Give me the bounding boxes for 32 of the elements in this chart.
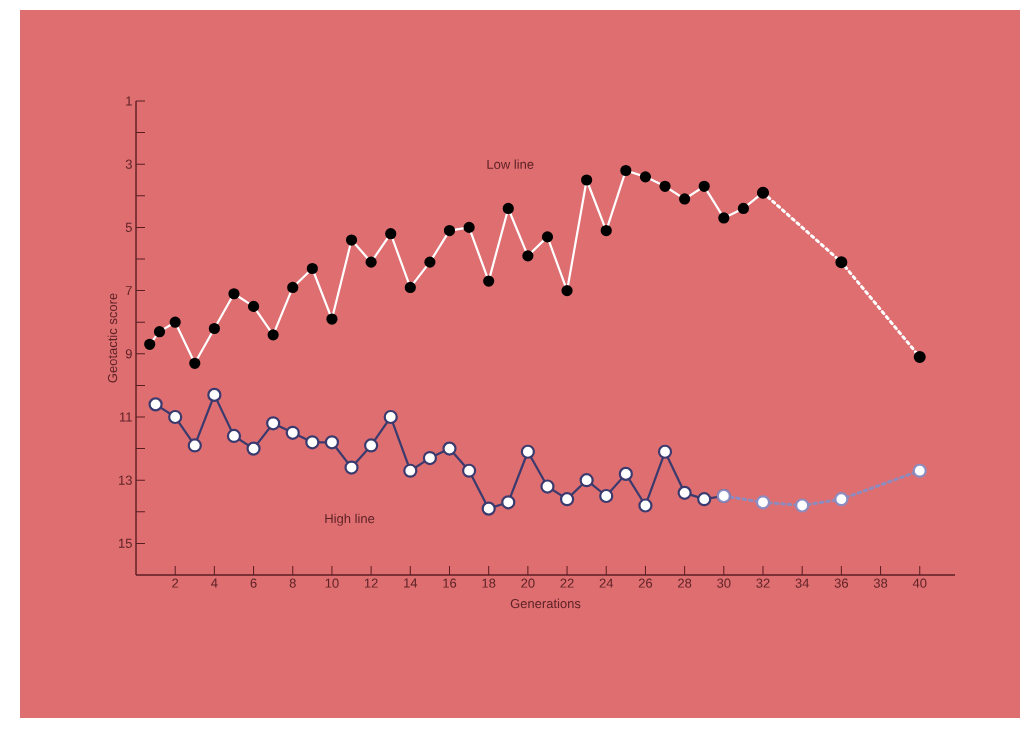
y-tick-label: 3 — [125, 159, 132, 169]
y-tick-label: 5 — [125, 222, 132, 232]
x-tick-label: 38 — [873, 578, 888, 588]
x-tick-label: 30 — [717, 578, 731, 588]
y-tick-label: 1 — [126, 96, 132, 106]
x-tick-label: 12 — [364, 578, 378, 588]
y-tick-label: 7 — [125, 286, 132, 296]
x-tick-label: 8 — [289, 578, 296, 588]
y-tick-label: 13 — [119, 475, 132, 485]
x-tick-label: 20 — [521, 578, 535, 588]
x-tick-label: 28 — [678, 578, 692, 588]
x-tick-label: 2 — [172, 578, 179, 588]
x-tick-label: 40 — [912, 578, 927, 588]
x-tick-label: 34 — [795, 578, 810, 588]
x-tick-label: 22 — [560, 578, 574, 588]
x-tick-label: 6 — [250, 578, 257, 588]
y-tick-label: 9 — [125, 349, 132, 359]
x-tick-label: 4 — [211, 578, 218, 588]
annotation: High line — [325, 513, 375, 526]
y-tick-label: 11 — [119, 412, 132, 422]
x-tick-label: 18 — [482, 578, 496, 588]
x-axis-title: Generations — [510, 598, 581, 609]
x-tick-label: 32 — [756, 578, 770, 588]
y-tick-label: 15 — [119, 538, 132, 548]
y-axis-title: Geotactic score — [107, 293, 118, 383]
x-tick-label: 36 — [834, 578, 849, 588]
annotation: Low line — [487, 159, 534, 169]
x-tick-label: 24 — [599, 578, 614, 588]
x-tick-label: 26 — [638, 578, 653, 588]
x-tick-label: 10 — [325, 578, 339, 588]
x-tick-label: 16 — [443, 578, 457, 588]
x-tick-label: 14 — [404, 578, 418, 588]
